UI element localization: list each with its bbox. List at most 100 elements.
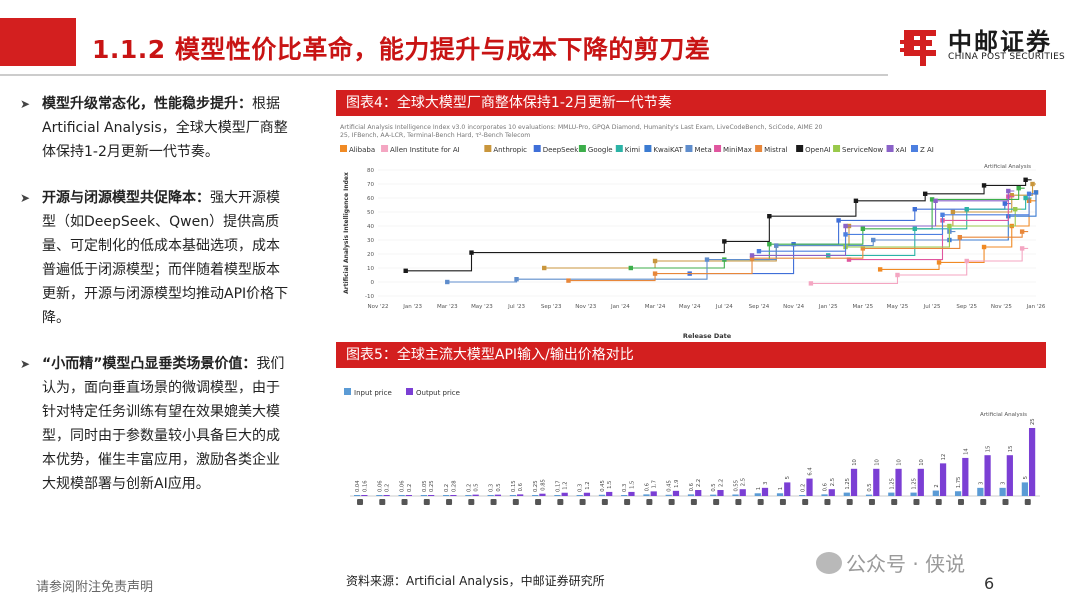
arrow-bullet-icon: ➤ <box>20 191 31 205</box>
x-tick-label: Jan '25 <box>818 304 838 310</box>
bar-value-label: 0.2 <box>466 484 472 492</box>
bar-value-label: 3 <box>978 482 984 485</box>
bar-value-label: 1.25 <box>889 478 895 490</box>
china-post-logo-icon <box>900 30 936 66</box>
series-line <box>689 203 1011 275</box>
data-point <box>871 237 876 243</box>
bullet-heading: “小而精”模型凸显垂类场景价值： <box>42 356 257 372</box>
provider-logo-icon <box>690 499 697 505</box>
price-bar <box>606 491 613 496</box>
bar-value-label: 0.2 <box>407 484 413 492</box>
x-tick-label: Jan '24 <box>610 304 630 310</box>
x-tick-label: Nov '25 <box>991 304 1012 310</box>
data-point <box>652 258 658 264</box>
provider-logo-icon <box>913 499 920 505</box>
arrow-bullet-icon: ➤ <box>20 97 31 111</box>
provider-logo-icon <box>535 499 542 505</box>
x-tick-label: Nov '24 <box>783 304 804 310</box>
logo-chinese-name: 中邮证券 <box>948 28 1052 56</box>
bar-value-label: 0.06 <box>377 480 383 492</box>
data-point <box>860 226 866 231</box>
data-point <box>542 265 547 271</box>
price-bar <box>865 494 873 496</box>
data-point <box>950 209 956 215</box>
y-tick-label: 30 <box>367 238 374 244</box>
y-tick-label: 50 <box>367 210 374 216</box>
legend-label: Anthropic <box>493 146 527 154</box>
chart-watermark: Artificial Analysis <box>980 412 1027 418</box>
y-tick-label: 80 <box>367 168 374 174</box>
bar-value-label: 0.45 <box>600 480 606 492</box>
bar-value-label: 0.3 <box>622 484 628 492</box>
bar-value-label: 0.25 <box>429 480 435 492</box>
price-bar <box>962 457 969 496</box>
provider-logo-icon <box>1002 499 1009 505</box>
data-point <box>957 235 963 240</box>
bar-value-label: 0.05 <box>422 480 428 492</box>
bar-value-label: 0.5 <box>867 483 873 491</box>
series-line <box>880 192 1037 270</box>
price-bar <box>895 468 902 496</box>
y-tick-label: 0 <box>371 280 375 286</box>
legend-label: DeepSeek <box>543 146 580 154</box>
chart-watermark: Artificial Analysis <box>984 164 1031 170</box>
data-point <box>469 250 474 255</box>
bar-value-label: 12 <box>941 454 947 461</box>
provider-logo-icon <box>579 499 586 505</box>
data-point <box>846 257 852 262</box>
source-note: 资料来源：Artificial Analysis，中邮证券研究所 <box>346 574 605 588</box>
x-tick-label: Jan '26 <box>1026 304 1046 310</box>
bullet-item: ➤ 开源与闭源模型共促降本：强大开源模型（如DeepSeek、Qwen）提供高质… <box>18 186 290 330</box>
bar-value-label: 0.25 <box>533 480 539 492</box>
provider-logo-icon <box>624 499 631 505</box>
y-tick-label: -10 <box>365 294 374 300</box>
price-bar <box>806 478 813 496</box>
price-bar <box>843 492 850 496</box>
price-bar <box>650 491 657 496</box>
bar-value-label: 0.2 <box>444 484 450 492</box>
price-bar <box>873 468 880 496</box>
provider-logo-icon <box>379 499 386 505</box>
legend-swatch <box>406 388 413 395</box>
price-bar <box>888 492 895 496</box>
bar-value-label: 3 <box>1001 482 1007 485</box>
page-number: 6 <box>984 574 995 593</box>
provider-logo-icon <box>401 499 408 505</box>
data-point <box>836 218 841 223</box>
price-bar <box>754 493 761 496</box>
provider-logo-icon <box>779 499 786 505</box>
bar-value-label: 0.2 <box>800 484 806 492</box>
price-bar <box>465 495 472 496</box>
bar-value-label: 5 <box>1023 476 1029 479</box>
bar-value-label: 1.5 <box>629 481 635 489</box>
provider-logo-icon <box>423 499 430 505</box>
arrow-bullet-icon: ➤ <box>20 357 31 371</box>
bar-value-label: 1.25 <box>845 478 851 490</box>
provider-logo-icon <box>512 499 519 505</box>
provider-logo-icon <box>735 499 742 505</box>
x-tick-label: Nov '23 <box>575 304 596 310</box>
price-bar <box>687 494 695 496</box>
data-point <box>808 281 814 286</box>
figure-5-title: 图表5：全球主流大模型API输入/输出价格对比 <box>336 342 1046 368</box>
data-point <box>774 243 779 248</box>
price-bar <box>420 495 428 496</box>
price-bar <box>361 495 368 496</box>
bar-value-label: 2.2 <box>696 479 702 487</box>
bullet-heading: 开源与闭源模型共促降本： <box>42 190 210 206</box>
price-bar <box>517 494 524 496</box>
provider-logo-icon <box>357 499 364 505</box>
bar-value-label: 25 <box>1030 418 1036 425</box>
bar-value-label: 0.06 <box>400 480 406 492</box>
legend-swatch <box>533 145 541 152</box>
price-bar <box>1028 428 1036 496</box>
data-point <box>1013 207 1018 212</box>
bar-value-label: 0.16 <box>362 480 368 492</box>
price-bar <box>398 495 405 496</box>
x-tick-label: Mar '25 <box>853 304 874 310</box>
data-point <box>877 267 883 272</box>
x-tick-label: May '24 <box>679 304 701 310</box>
title-accent-bar <box>0 18 76 66</box>
intelligence-index-chart: Artificial Analysis Intelligence Index v… <box>340 124 1046 340</box>
